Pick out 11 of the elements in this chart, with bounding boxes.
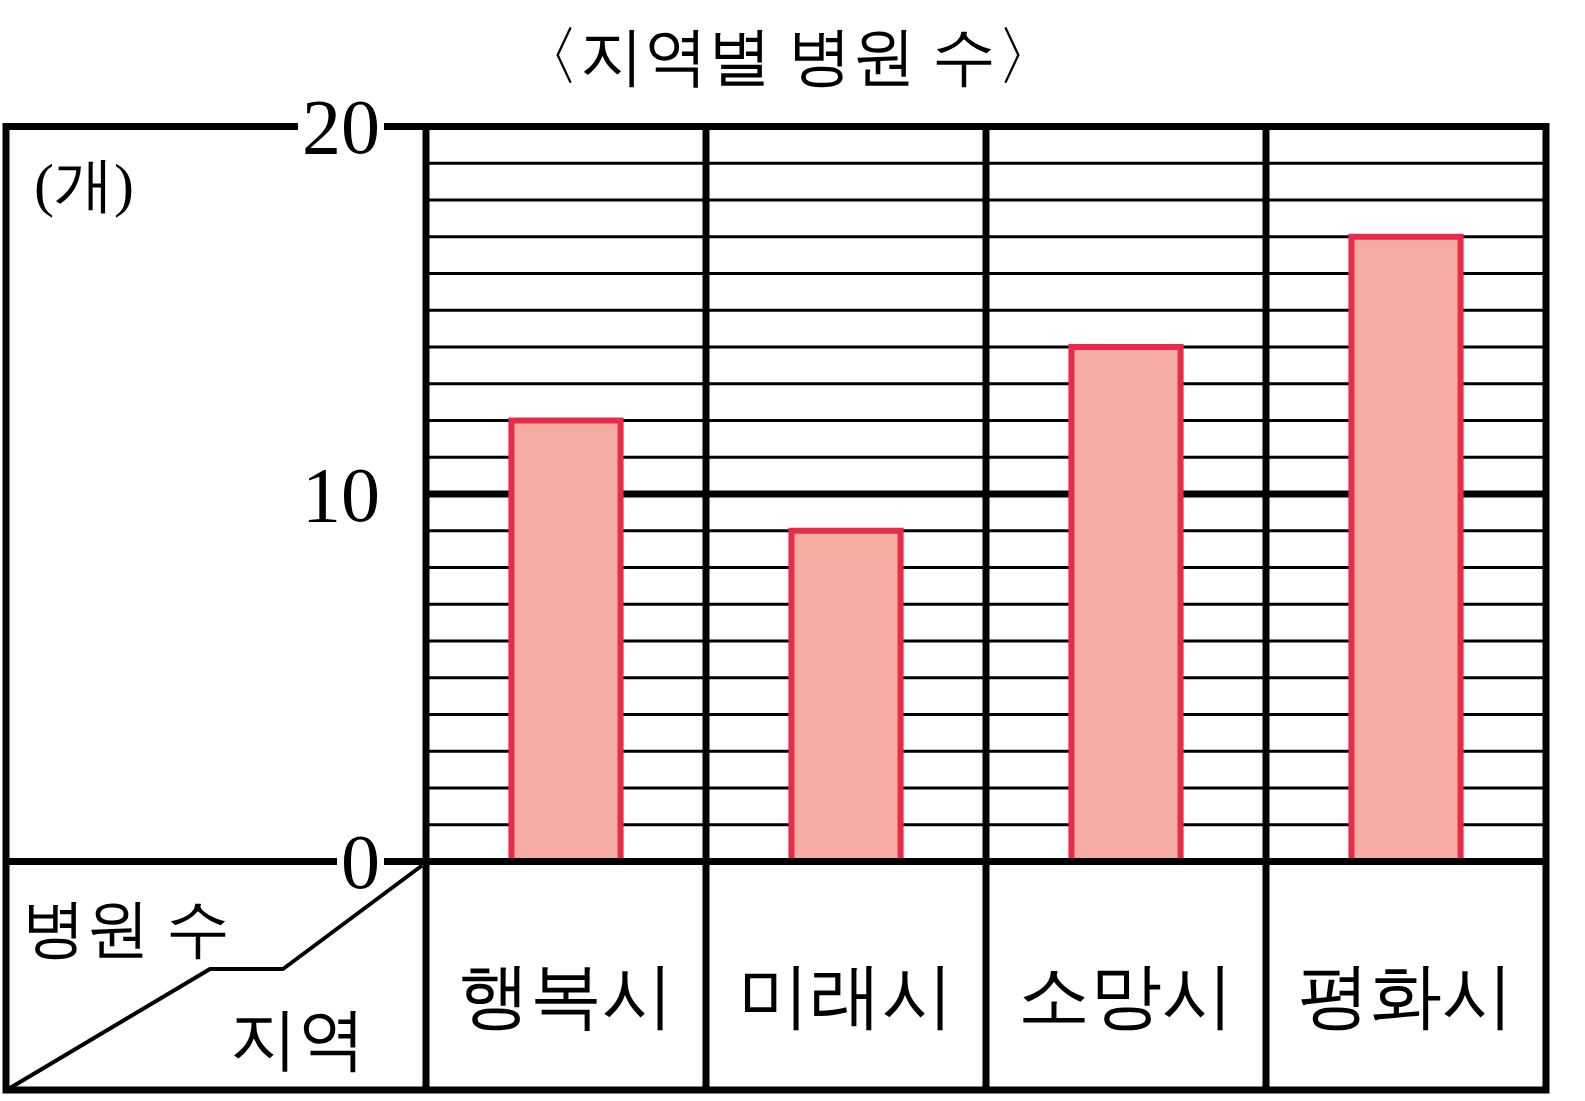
y-tick-label: 0 [341, 818, 380, 905]
x-axis-title: 지역 [230, 1001, 366, 1077]
x-tick-label: 소망시 [1018, 956, 1234, 1036]
x-tick-label: 행복시 [458, 956, 674, 1036]
y-tick-label: 10 [302, 450, 380, 538]
x-tick-label: 평화시 [1298, 956, 1514, 1036]
y-tick-label: 20 [302, 83, 380, 170]
x-tick-label: 미래시 [738, 956, 954, 1036]
text: (개) [34, 152, 134, 218]
y-axis-title: 병원 수 [22, 893, 230, 964]
chart-title: 〈지역별 병원 수〉 [516, 21, 1060, 92]
